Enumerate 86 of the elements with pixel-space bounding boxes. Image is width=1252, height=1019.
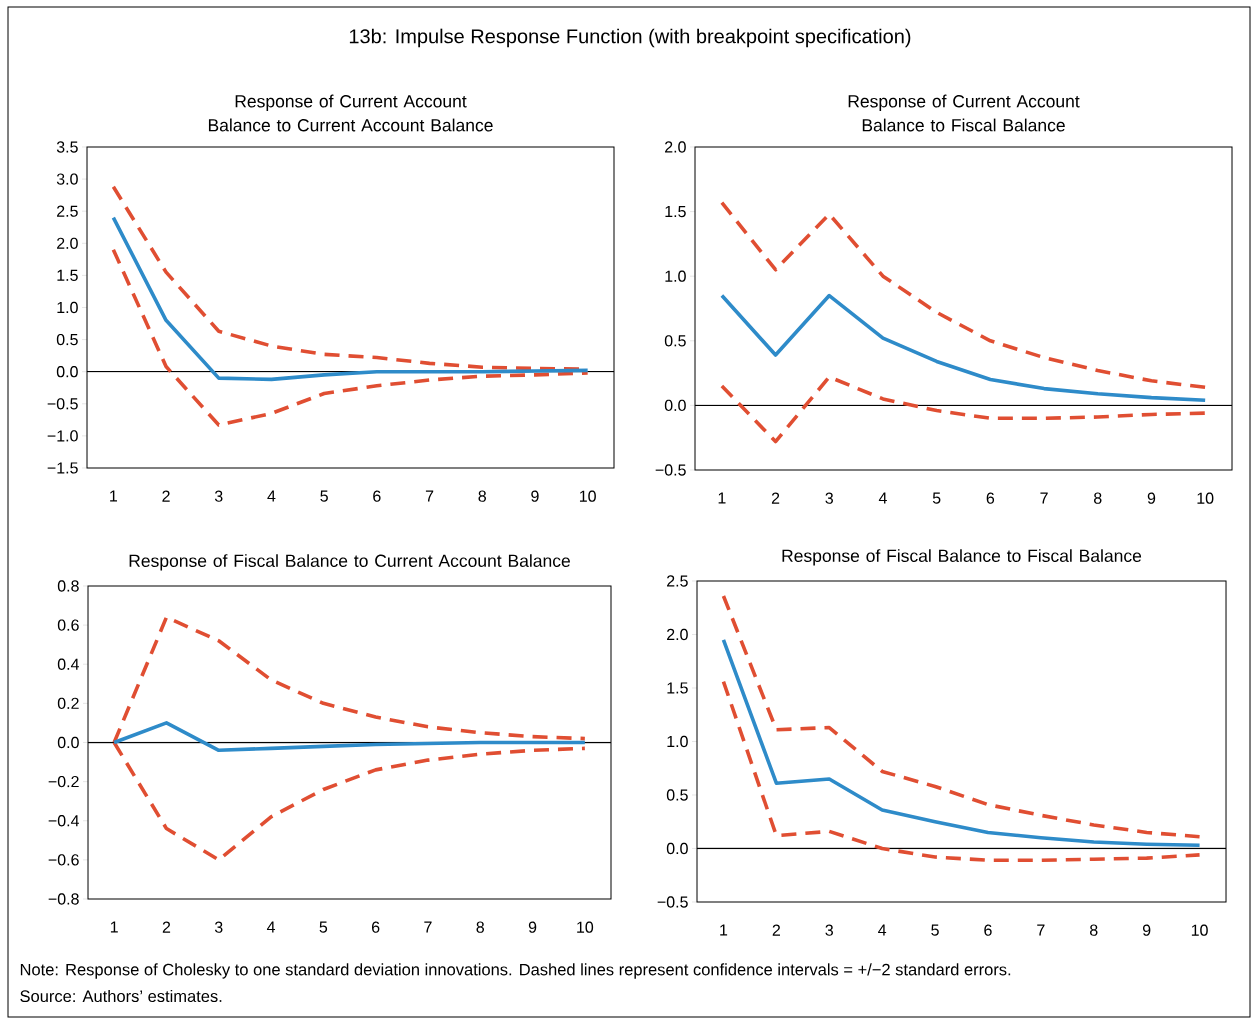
line-series xyxy=(721,638,1202,848)
y-tick-label: −0.4 xyxy=(48,815,79,827)
y-tick-label: 2.0 xyxy=(665,141,686,153)
y-tick-label: −1.0 xyxy=(47,430,78,442)
chart-title: Response of Fiscal Balance to Fiscal Balance xyxy=(782,549,1142,566)
y-tick-label: 2.0 xyxy=(667,628,688,641)
y-tick-label: −0.5 xyxy=(655,464,686,476)
y-tick-label: 0.5 xyxy=(664,335,686,347)
y-tick-label: 0.8 xyxy=(57,580,79,592)
line-series xyxy=(720,293,1207,403)
x-tick-label: 9 xyxy=(528,921,537,933)
x-tick-label: 4 xyxy=(267,490,276,502)
x-tick-label: 3 xyxy=(214,490,223,502)
x-tick-label: 4 xyxy=(266,921,276,933)
line-series xyxy=(720,200,1207,390)
y-tick-label: 0.0 xyxy=(56,366,78,378)
x-tick-label: 3 xyxy=(214,921,223,933)
chart-title: Response of Current Account Balance to Fiscal Balance xyxy=(848,94,1080,132)
x-tick-label: 8 xyxy=(1094,492,1102,504)
y-tick-label: 0.5 xyxy=(666,789,688,801)
y-tick-label: 0.0 xyxy=(666,842,688,855)
x-tick-label: 10 xyxy=(577,921,594,933)
x-tick-label: 5 xyxy=(319,921,328,933)
x-tick-label: 6 xyxy=(372,921,380,933)
chart-title: Response of Fiscal Balance to Current Account Balance xyxy=(129,554,570,571)
x-tick-label: 10 xyxy=(579,490,596,502)
line-series xyxy=(721,594,1202,839)
x-tick-label: 3 xyxy=(825,492,833,504)
x-tick-label: 7 xyxy=(425,490,434,502)
y-tick-label: 0.4 xyxy=(57,658,79,670)
x-tick-label: 4 xyxy=(878,492,887,504)
y-tick-label: 1.0 xyxy=(667,735,688,748)
y-tick-label: 0.2 xyxy=(57,697,79,710)
x-tick-label: 2 xyxy=(162,490,170,502)
x-tick-label: 6 xyxy=(986,492,995,504)
y-tick-label: 0.0 xyxy=(664,399,686,412)
chart-title: Response of Current Account Balance to Current Account Balance xyxy=(208,94,493,132)
x-tick-label: 6 xyxy=(984,924,992,936)
x-tick-label: 7 xyxy=(424,921,432,933)
y-tick-label: −0.5 xyxy=(47,398,78,410)
y-tick-label: 2.5 xyxy=(57,205,78,217)
x-tick-label: 8 xyxy=(476,921,485,933)
x-tick-label: 8 xyxy=(478,490,487,502)
y-tick-label: −0.6 xyxy=(48,854,79,866)
y-tick-label: 2.0 xyxy=(57,237,78,249)
x-tick-label: 7 xyxy=(1040,492,1048,504)
y-tick-label: 1.5 xyxy=(665,206,686,218)
x-tick-label: 9 xyxy=(1142,924,1151,936)
x-tick-label: 5 xyxy=(320,490,328,502)
y-tick-label: 0.5 xyxy=(56,333,78,346)
x-tick-label: 4 xyxy=(878,924,887,936)
line-series xyxy=(721,679,1202,863)
y-tick-label: −0.5 xyxy=(657,896,688,908)
x-tick-label: 1 xyxy=(110,490,118,502)
x-tick-label: 2 xyxy=(771,492,780,504)
x-tick-label: 1 xyxy=(110,921,118,933)
x-tick-label: 7 xyxy=(1037,924,1045,936)
y-tick-label: 3.0 xyxy=(56,173,78,185)
line-series xyxy=(720,375,1207,444)
text: 13b: Impulse Response Function (with breakpoint specification) xyxy=(349,28,911,48)
x-tick-label: 8 xyxy=(1090,924,1098,936)
x-tick-label: 2 xyxy=(772,924,780,936)
x-tick-label: 10 xyxy=(1191,924,1208,936)
y-tick-label: −1.5 xyxy=(47,462,78,474)
y-tick-label: 0.0 xyxy=(57,736,79,749)
y-tick-label: −0.8 xyxy=(48,893,79,905)
y-tick-label: 1.5 xyxy=(57,269,78,281)
x-tick-label: 10 xyxy=(1197,492,1214,504)
y-tick-label: 3.5 xyxy=(56,141,78,153)
x-tick-label: 5 xyxy=(932,492,941,504)
x-tick-label: 1 xyxy=(718,492,726,504)
x-tick-label: 9 xyxy=(1147,492,1156,504)
x-tick-label: 6 xyxy=(373,490,381,502)
text: Note: Response of Cholesky to one standard deviation innovations. Dashed lines represent confidence intervals = +/−2 standard errors. xyxy=(20,963,1011,979)
y-tick-label: 2.5 xyxy=(667,575,688,587)
x-tick-label: 2 xyxy=(162,921,171,933)
x-tick-label: 1 xyxy=(720,924,728,936)
x-tick-label: 3 xyxy=(825,924,833,936)
y-tick-label: 0.6 xyxy=(57,619,79,631)
y-tick-label: 1.5 xyxy=(667,682,688,694)
x-tick-label: 9 xyxy=(531,490,539,502)
y-tick-label: 1.0 xyxy=(57,301,78,314)
x-tick-label: 5 xyxy=(931,924,939,936)
y-tick-label: 1.0 xyxy=(665,270,686,282)
y-tick-label: −0.2 xyxy=(48,775,79,788)
source-note: Source: Authors’ estimates. xyxy=(20,989,222,1003)
